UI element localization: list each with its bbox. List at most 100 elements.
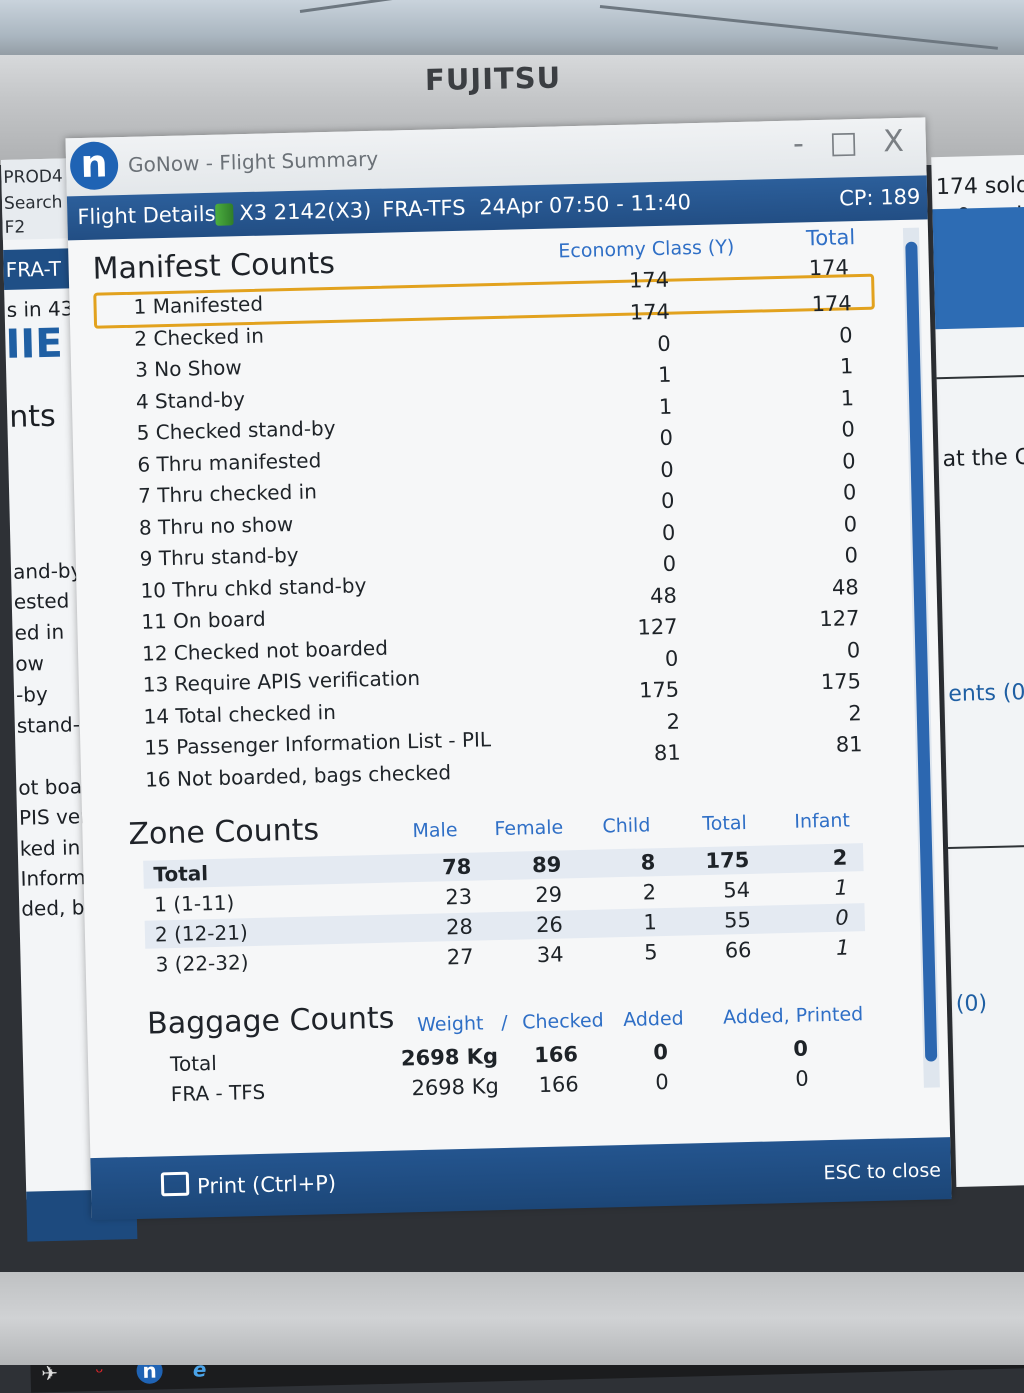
manifest-row-label: 1 Manifested [133,291,264,319]
zone-child-value: 8 [640,850,656,875]
manifest-row-label: 6 Thru manifested [137,447,322,477]
manifest-total-value: 174 [811,291,853,317]
zone-child-value: 1 [643,910,658,935]
window-controls[interactable]: - □ X [792,123,913,162]
print-label: Print (Ctrl+P) [196,1171,337,1199]
bg-text: nts [8,398,57,435]
ceiling-beam [599,5,998,50]
flight-datetime: 24Apr 07:50 - 11:40 [478,190,692,220]
manifest-total-value: 0 [841,417,856,442]
zone-col-total: Total [702,811,748,836]
manifest-economy-value [621,772,681,773]
baggage-printed-value: 0 [794,1066,809,1091]
baggage-added-value: 0 [653,1039,669,1065]
manifest-economy-value: 0 [659,425,674,450]
zone-male-value: 78 [441,854,472,880]
bg-right-link[interactable]: (0) [955,991,988,1017]
dialog-content: Manifest Counts Economy Class (Y) Total … [68,219,949,1110]
bag-col-slash: / [500,1011,508,1035]
bag-col-checked: Checked [521,1009,604,1034]
zone-female-value: 34 [536,942,564,968]
manifest-economy-value: 127 [637,614,678,640]
manifest-economy-value: 0 [660,457,675,482]
monitor-bezel-bottom [0,1272,1024,1365]
zone-infant-value: 2 [832,845,848,870]
baggage-checked-value: 166 [538,1072,580,1098]
manifest-total-value: 81 [835,732,863,757]
dialog-footer: Print (Ctrl+P) ESC to close [90,1137,952,1221]
zone-col-infant: Infant [794,809,851,833]
manifest-economy-value: 48 [649,583,678,608]
airline-icon [215,203,234,226]
zone-female-value: 89 [531,852,562,878]
manifest-economy-value: 175 [638,677,680,703]
zone-female-value: 29 [535,882,563,908]
manifest-total-value [803,764,863,765]
bg-text: ked in [19,835,81,861]
zone-col-male: Male [412,819,458,843]
zone-child-value: 5 [643,940,658,965]
manifest-row-label: 9 Thru stand-by [139,542,299,571]
manifest-economy-value: 0 [664,646,679,671]
zone-row-label: Total [153,861,209,887]
zone-title: Zone Counts [128,812,320,853]
zone-female-value: 26 [535,912,564,938]
zone-col-child: Child [602,814,651,838]
manifest-row-label: 10 Thru chkd stand-by [140,572,367,603]
bg-text: and-by [12,558,83,584]
summary-total: 174 [808,255,850,281]
manifest-economy-value: 1 [657,362,672,387]
zone-total-value: 175 [705,847,750,873]
sold-count: 174 sold [935,172,1024,201]
zone-male-value: 28 [445,914,474,940]
manifest-economy-value: 174 [629,299,671,325]
manifest-total-value: 1 [839,354,854,379]
esc-hint: ESC to close [823,1159,942,1185]
app-logo-icon: n [69,141,119,191]
manifest-total-value: 0 [843,511,858,537]
zone-row-label: 3 (22-32) [155,950,249,977]
baggage-weight-value: 2698 Kg [400,1044,499,1071]
ceiling-background [0,0,1024,60]
bg-text: F2 [4,217,26,238]
manifest-row-label: 8 Thru no show [138,511,294,540]
screen: PROD4 Search F2 FRA-T s in 43 IIE nts an… [0,95,1024,1393]
manifest-total-value: 175 [820,669,862,695]
bg-right-link[interactable]: ents (0) [948,679,1024,707]
bag-col-added: Added [622,1007,684,1032]
manifest-row-label: 4 Stand-by [135,386,246,414]
monitor-brand-logo: FUJITSU [424,60,562,97]
manifest-total-value: 0 [838,322,853,348]
manifest-row-label: 12 Checked not boarded [141,635,389,666]
manifest-total-value: 2 [848,700,863,725]
manifest-total-value: 0 [842,480,857,505]
manifest-total-value: 48 [831,574,859,600]
baggage-checked-value: 166 [533,1042,579,1068]
col-economy: Economy Class (Y) [558,236,735,263]
zone-infant-value: 0 [835,905,850,930]
summary-economy: 174 [628,267,670,293]
manifest-row-label: 5 Checked stand-by [136,415,336,445]
manifest-economy-value: 2 [666,709,681,734]
zone-child-value: 2 [642,880,657,905]
manifest-row-label: 7 Thru checked in [137,479,318,508]
zone-total-value: 54 [723,877,751,903]
print-button[interactable]: Print (Ctrl+P) [160,1168,337,1199]
manifest-economy-value: 0 [661,520,676,545]
manifest-row-label: 3 No Show [134,355,243,382]
manifest-title: Manifest Counts [92,245,336,287]
baggage-title: Baggage Counts [146,1000,395,1042]
zone-infant-value: 1 [834,875,849,900]
manifest-economy-value: 0 [656,331,671,356]
dialog-title: GoNow - Flight Summary [127,146,379,177]
zone-row-label: 1 (1-11) [153,890,235,917]
bg-text: Search [3,192,63,214]
manifest-total-value: 0 [844,543,859,568]
manifest-row-label: 15 Passenger Information List - PIL [144,727,492,760]
bg-text: FRA-T [5,256,62,282]
bg-right-text: at the Ch [942,444,1024,473]
bg-big-text: IIE [4,320,64,368]
divider [948,844,1024,850]
baggage-printed-value: 0 [793,1036,809,1061]
manifest-economy-value: 0 [660,488,675,513]
